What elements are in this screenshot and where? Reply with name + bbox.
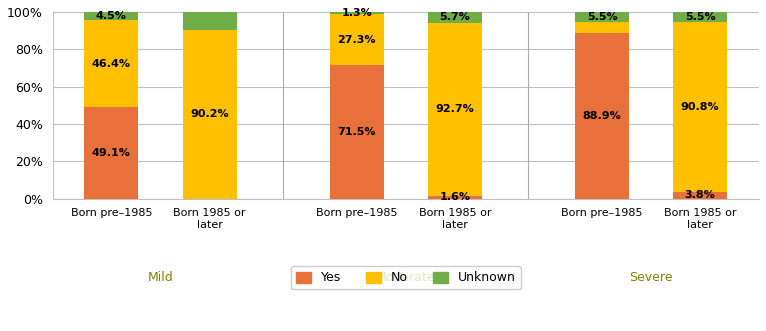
Text: 92.7%: 92.7%	[436, 104, 474, 114]
Text: 1.3%: 1.3%	[342, 8, 372, 18]
Text: 46.4%: 46.4%	[92, 59, 131, 69]
Bar	[329, 12, 384, 14]
Text: 5.5%: 5.5%	[587, 12, 617, 22]
Bar	[673, 22, 727, 192]
Text: 1.6%: 1.6%	[440, 192, 470, 202]
Text: 5.5%: 5.5%	[685, 12, 715, 22]
Bar	[575, 22, 629, 33]
Bar	[428, 12, 482, 23]
Text: 49.1%: 49.1%	[92, 148, 131, 158]
Bar	[575, 12, 629, 22]
Bar	[428, 196, 482, 199]
Text: 88.9%: 88.9%	[583, 111, 621, 120]
Bar	[673, 12, 727, 22]
Text: Moderate: Moderate	[376, 271, 436, 284]
Text: 71.5%: 71.5%	[338, 127, 376, 137]
Bar	[182, 12, 237, 30]
Text: 27.3%: 27.3%	[338, 35, 376, 45]
Bar	[84, 20, 139, 107]
Text: 3.8%: 3.8%	[685, 190, 715, 200]
Bar	[575, 33, 629, 199]
Text: 90.8%: 90.8%	[681, 102, 719, 112]
Text: Severe: Severe	[630, 271, 673, 284]
Text: 90.2%: 90.2%	[190, 110, 229, 119]
Legend: Yes, No, Unknown: Yes, No, Unknown	[291, 266, 521, 289]
Bar	[84, 107, 139, 199]
Bar	[182, 30, 237, 199]
Bar	[84, 12, 139, 20]
Bar	[428, 23, 482, 196]
Text: Mild: Mild	[148, 271, 173, 284]
Bar	[329, 65, 384, 199]
Text: 4.5%: 4.5%	[96, 11, 127, 21]
Bar	[673, 192, 727, 199]
Bar	[329, 14, 384, 65]
Text: 5.7%: 5.7%	[440, 12, 470, 22]
